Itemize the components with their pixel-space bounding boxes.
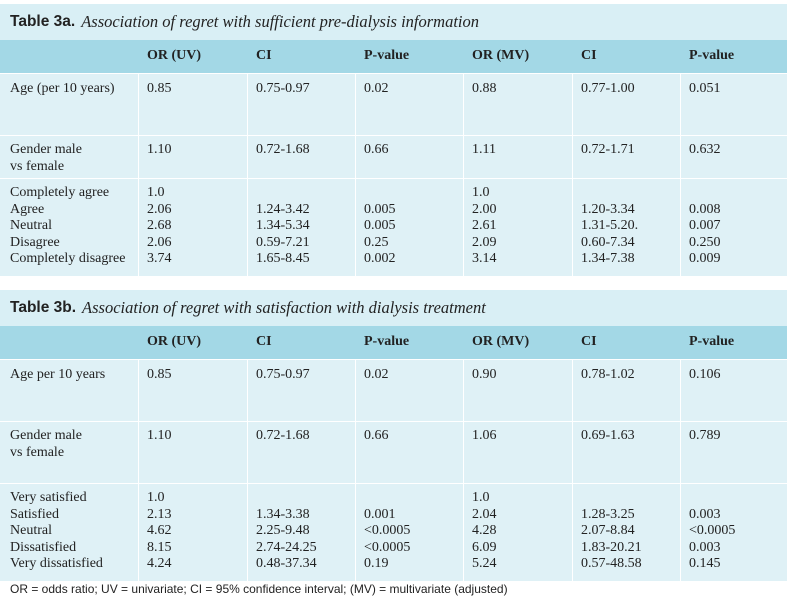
header-pvalue-mv: P-value: [689, 334, 735, 349]
cell-ci-uv: 0.75-0.97: [256, 81, 310, 96]
table-3b-caption: Association of regret with satisfaction …: [82, 298, 486, 317]
header-or-mv: OR (MV): [472, 334, 530, 349]
cell-ci-mv: 0.69-1.63: [581, 428, 635, 443]
cell-ci-uv: 0.72-1.68: [256, 142, 310, 157]
header-or-uv: OR (UV): [147, 334, 202, 349]
table-3b-header-row: OR (UV) CI P-value OR (MV) CI P-value: [0, 326, 787, 359]
header-ci-uv: CI: [256, 48, 272, 63]
cell-pvalue-uv: 0.02: [364, 81, 389, 96]
cell-or-uv: 0.85: [147, 367, 172, 382]
cell-pvalue-mv: 0.051: [689, 81, 721, 96]
cell-pvalue-uv: 0.02: [364, 367, 389, 382]
header-ci-mv: CI: [581, 334, 597, 349]
table-footnote: OR = odds ratio; UV = univariate; CI = 9…: [10, 582, 508, 596]
cell-pvalue-uv: 0.005 0.005 0.25 0.002: [364, 201, 396, 267]
cell-ci-mv: 1.20-3.34 1.31-5.20. 0.60-7.34 1.34-7.38: [581, 201, 639, 267]
table-3a-header-row: OR (UV) CI P-value OR (MV) CI P-value: [0, 40, 787, 73]
header-or-mv: OR (MV): [472, 48, 530, 63]
row-label: Gender male vs female: [10, 142, 82, 174]
cell-ci-uv: 1.24-3.42 1.34-5.34 0.59-7.21 1.65-8.45: [256, 201, 310, 267]
table-row: Very satisfied Satisfied Neutral Dissatisfi…: [0, 483, 787, 581]
header-pvalue-uv: P-value: [364, 48, 410, 63]
row-label: Very satisfied Satisfied Neutral Dissatisfi…: [10, 490, 103, 571]
cell-ci-mv: 0.72-1.71: [581, 142, 635, 157]
table-3a-title: Table 3a. Association of regret with suf…: [0, 4, 787, 40]
row-label: Age per 10 years: [10, 367, 106, 382]
table-3b-title: Table 3b. Association of regret with sat…: [0, 290, 787, 326]
cell-pvalue-mv: 0.008 0.007 0.250 0.009: [689, 201, 721, 267]
table-row: Gender male vs female 1.10 0.72-1.68 0.66…: [0, 135, 787, 178]
cell-ci-mv: 1.28-3.25 2.07-8.84 1.83-20.21 0.57-48.58: [581, 506, 642, 572]
cell-ci-uv: 0.75-0.97: [256, 367, 310, 382]
cell-ci-uv: 1.34-3.38 2.25-9.48 2.74-24.25 0.48-37.34: [256, 506, 317, 572]
cell-or-uv: 1.0 2.13 4.62 8.15 4.24: [147, 490, 172, 571]
table-3a-label: Table 3a.: [10, 13, 76, 30]
header-ci-mv: CI: [581, 48, 597, 63]
cell-pvalue-mv: 0.106: [689, 367, 721, 382]
cell-pvalue-uv: 0.66: [364, 142, 389, 157]
cell-ci-uv: 0.72-1.68: [256, 428, 310, 443]
cell-or-mv: 1.06: [472, 428, 497, 443]
cell-or-mv: 0.90: [472, 367, 497, 382]
row-label: Gender male vs female: [10, 428, 82, 460]
header-pvalue-uv: P-value: [364, 334, 410, 349]
row-label: Completely agree Agree Neutral Disagree Comp…: [10, 185, 126, 266]
cell-or-mv: 0.88: [472, 81, 497, 96]
cell-or-uv: 1.0 2.06 2.68 2.06 3.74: [147, 185, 172, 266]
table-3a: Table 3a. Association of regret with suf…: [0, 4, 787, 276]
table-row: Completely agree Agree Neutral Disagree Comp…: [0, 178, 787, 276]
cell-pvalue-mv: 0.789: [689, 428, 721, 443]
table-3b: Table 3b. Association of regret with sat…: [0, 290, 787, 581]
cell-or-mv: 1.0 2.04 4.28 6.09 5.24: [472, 490, 497, 571]
cell-or-uv: 1.10: [147, 142, 172, 157]
table-row: Age per 10 years 0.85 0.75-0.97 0.02 0.9…: [0, 359, 787, 421]
header-or-uv: OR (UV): [147, 48, 202, 63]
cell-ci-mv: 0.78-1.02: [581, 367, 635, 382]
table-3b-label: Table 3b.: [10, 299, 77, 316]
cell-or-uv: 0.85: [147, 81, 172, 96]
header-ci-uv: CI: [256, 334, 272, 349]
table-3a-caption: Association of regret with sufficient pr…: [81, 12, 480, 31]
cell-pvalue-uv: 0.001 <0.0005 <0.0005 0.19: [364, 506, 411, 572]
cell-pvalue-uv: 0.66: [364, 428, 389, 443]
table-row: Age (per 10 years) 0.85 0.75-0.97 0.02 0…: [0, 73, 787, 135]
cell-or-mv: 1.11: [472, 142, 496, 157]
cell-or-mv: 1.0 2.00 2.61 2.09 3.14: [472, 185, 497, 266]
table-row: Gender male vs female 1.10 0.72-1.68 0.66…: [0, 421, 787, 483]
cell-pvalue-mv: 0.632: [689, 142, 721, 157]
cell-or-uv: 1.10: [147, 428, 172, 443]
cell-ci-mv: 0.77-1.00: [581, 81, 635, 96]
header-pvalue-mv: P-value: [689, 48, 735, 63]
row-label: Age (per 10 years): [10, 81, 115, 96]
cell-pvalue-mv: 0.003 <0.0005 0.003 0.145: [689, 506, 736, 572]
